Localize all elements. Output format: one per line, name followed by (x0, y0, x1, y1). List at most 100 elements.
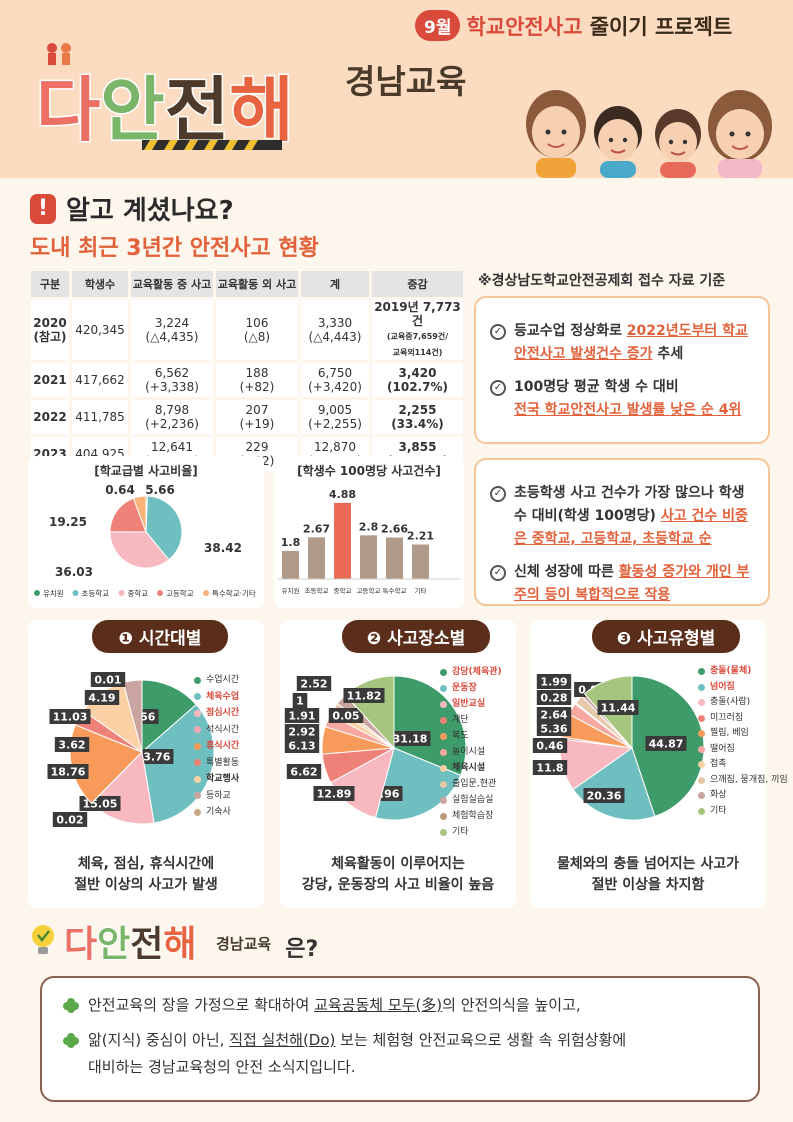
legend-dot (440, 796, 447, 804)
legend-dot (440, 780, 447, 788)
legend-dot (440, 748, 447, 756)
table-header-row: 구분 학생수 교육활동 중 사고 교육활동 외 사고 계 증감 (31, 271, 463, 297)
pie-data-label: 1 (296, 695, 304, 708)
chart-card-per-100: [학생수 100명당 사고건수] 1.8 유치원 2.67 초등학교 4.88 중학교 2.… (274, 456, 464, 608)
footer-suffix: 은? (285, 937, 319, 962)
table-cell: 3,224 (△4,435) (131, 300, 213, 360)
legend-label: 미끄러짐 (710, 712, 744, 723)
pill-number-icon: ❶ (118, 629, 133, 649)
legend-dot (440, 684, 447, 692)
legend-item: 놀이시설 (440, 744, 502, 760)
legend-label: 접촉 (710, 759, 727, 769)
legend-label: 수업시간 (206, 675, 240, 685)
pie-label-box (54, 737, 90, 752)
cell-text: 3,420 (398, 366, 437, 380)
bar (412, 544, 429, 579)
chart-title: [학생수 100명당 사고건수] (297, 464, 441, 478)
legend-label: 석식시간 (206, 724, 240, 735)
cell-text: 3,224 (154, 316, 190, 330)
legend-label: 넘어짐 (710, 681, 735, 692)
legend-item: 등하교 (194, 788, 239, 805)
legend-dot (698, 683, 705, 691)
cell-text: 12,641 (151, 440, 193, 454)
cell-text: (△8) (243, 330, 271, 344)
info-highlight: 사고 건수 비중은 중학교, 고등학교, 초등학교 순 (514, 508, 748, 547)
bar (308, 537, 325, 579)
time-legend: 수업시간 체육수업 점심시간 석식시간 휴식시간 특별활동 학교행사 등하교 기숙사 (194, 672, 239, 821)
legend-dot (698, 761, 705, 769)
info-text: 100명당 평균 학생 수 대비 (514, 379, 679, 395)
pie-label-box (49, 709, 91, 724)
legend-label: 복도 (452, 731, 469, 741)
logo-stripe-icon (142, 140, 282, 150)
pie-data-label: 11.03 (53, 711, 88, 724)
table-cell: 9,005 (+2,255) (301, 400, 369, 434)
table-header: 증감 (372, 271, 463, 297)
logo-children-icon (47, 43, 71, 65)
cell-text: 188 (245, 366, 269, 380)
legend-label: 계단 (452, 715, 469, 725)
legend-label: 충돌(사람) (710, 697, 751, 707)
pie-data-label: 3.62 (58, 739, 85, 752)
footer-logo-sub: 경남교육 (216, 934, 272, 953)
chart-caption: 체육, 점심, 휴식시간에 절반 이상의 사고가 발생 (26, 854, 266, 896)
pie-data-label: 44.87 (649, 738, 684, 751)
pie-label-box (389, 731, 431, 746)
info-text: 신체 성장에 따른 (514, 564, 619, 580)
header-tag: 9월 학교안전사고 줄이기 프로젝트 (415, 10, 732, 41)
legend-label: 점심시간 (206, 708, 240, 718)
type-pie-chart: 44.8720.3611.80.465.362.640.281.990.811.… (532, 674, 705, 821)
caption-line: 체육활동이 이루어지는 (331, 856, 465, 872)
legend-label: 학교행사 (206, 774, 240, 784)
info-item-school-level: ✓ 초등학생 사고 건수가 가장 많으나 학생 수 대비(학생 100명당) 사… (490, 482, 754, 551)
legend-dot (34, 590, 40, 596)
legend-dot (194, 808, 201, 816)
table-cell: 207 (+19) (216, 400, 298, 434)
footer-text: 의 안전의식을 높이고, (442, 996, 581, 1014)
pie-slice (132, 495, 147, 533)
pie-label-box (47, 764, 89, 779)
legend-label: 기숙사 (206, 807, 231, 817)
legend-dot (698, 699, 705, 707)
footer-line-1: 안전교육의 장을 가정으로 확대하여 교육공동체 모두(多)의 안전의식을 높이… (62, 992, 738, 1019)
legend-item: 기숙사 (194, 804, 239, 821)
cell-text: (+82) (239, 380, 275, 394)
pie-label-box (536, 674, 572, 689)
cell-text: 106 (245, 316, 269, 330)
legend-item: 실험실습실 (440, 792, 502, 808)
cell-text: (+2,255) (308, 417, 362, 431)
pie-label-box (284, 738, 320, 753)
pie-data-label: 6.13 (288, 740, 315, 753)
legend-dot (440, 716, 447, 724)
legend-dot (698, 730, 705, 738)
caption-line: 절반 이상을 차지함 (591, 877, 705, 893)
legend-item: 미끄러짐 (698, 711, 788, 727)
cell-text: 2,255 (398, 403, 437, 417)
pill-number-icon: ❷ (366, 629, 382, 649)
footer-box: 안전교육의 장을 가정으로 확대하여 교육공동체 모두(多)의 안전의식을 높이… (40, 976, 760, 1102)
legend-item: 기타 (440, 824, 502, 840)
table-row: 2022 411,785 8,798 (+2,236) 207 (+19) 9,005 (+2… (31, 400, 463, 434)
pie-data-label: 0.02 (56, 814, 83, 827)
cell-text: 12,870 (314, 440, 356, 454)
legend-item: 체육시설 (440, 760, 502, 776)
table-cell: 6,750 (+3,420) (301, 363, 369, 397)
caption-line: 체육, 점심, 휴식시간에 (77, 856, 215, 872)
bar-category-label: 고등학교 (357, 586, 381, 595)
legend-dot (698, 807, 705, 815)
legend-dot (698, 792, 705, 800)
logo-text: 다안전해 (36, 69, 294, 151)
pie-slice (109, 531, 170, 569)
month-badge: 9월 (415, 10, 461, 41)
pie-slice (374, 747, 462, 821)
legend-item: 충돌(물체) (698, 664, 788, 680)
legend-label: 기타 (452, 827, 469, 837)
legend-label: 유치원 (43, 589, 64, 598)
legend-item: 찔림, 베임 (698, 726, 788, 742)
bar-category-label: 유치원 (282, 586, 300, 595)
check-circle-icon: ✓ (490, 565, 506, 581)
bar-category-label: 초등학교 (305, 586, 329, 595)
accident-stats-table: 구분 학생수 교육활동 중 사고 교육활동 외 사고 계 증감 2020 (참고)… (28, 268, 466, 474)
cell-text: (33.4%) (391, 417, 444, 431)
info-text: 추세 (652, 346, 684, 362)
